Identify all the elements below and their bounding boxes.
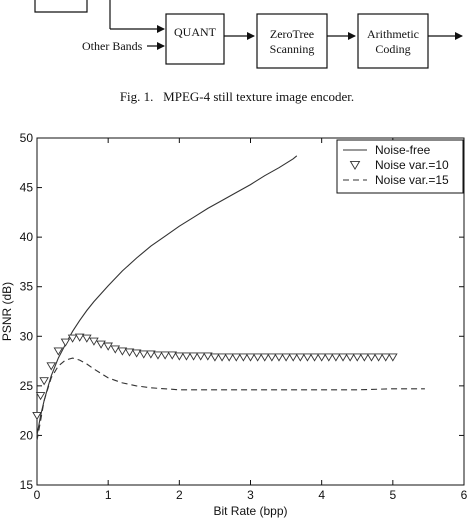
data-point-noise-var-10 [210, 353, 220, 362]
data-point-noise-var-10 [124, 348, 135, 357]
x-tick-label: 0 [34, 488, 41, 502]
y-tick-label: 40 [20, 230, 34, 244]
data-point-noise-var-10 [217, 353, 227, 362]
data-point-noise-var-10 [316, 353, 327, 362]
data-point-noise-var-10 [224, 353, 234, 362]
y-tick-label: 20 [20, 428, 34, 442]
x-tick-label: 1 [105, 488, 112, 502]
y-tick-label: 45 [20, 181, 34, 195]
x-tick-label: 4 [318, 488, 325, 502]
data-point-noise-var-10 [146, 350, 156, 359]
data-point-noise-var-10 [323, 353, 334, 362]
zerotree-block [256, 13, 328, 69]
data-point-noise-var-10 [245, 353, 256, 362]
data-point-noise-var-10 [96, 340, 106, 349]
data-point-noise-var-10 [32, 411, 42, 421]
legend-label: Noise var.=10 [375, 158, 449, 172]
clipped-block [34, 0, 88, 13]
data-point-noise-var-10 [388, 353, 398, 362]
data-point-noise-var-10 [345, 353, 355, 362]
data-point-noise-var-10 [281, 353, 291, 362]
quant-label: QUANT [174, 25, 217, 39]
data-point-noise-var-10 [252, 353, 263, 362]
data-point-noise-var-10 [181, 352, 192, 361]
y-tick-label: 50 [20, 131, 34, 145]
x-tick-label: 5 [389, 488, 396, 502]
data-point-noise-var-10 [167, 351, 178, 360]
data-point-noise-var-10 [288, 353, 298, 362]
x-tick-label: 6 [461, 488, 468, 502]
data-point-noise-var-10 [131, 349, 142, 358]
y-tick-label: 35 [20, 280, 34, 294]
data-point-noise-var-10 [267, 353, 277, 362]
data-point-noise-var-10 [82, 334, 92, 343]
data-point-noise-var-10 [53, 347, 64, 356]
data-point-noise-var-10 [153, 351, 163, 360]
legend-label: Noise var.=15 [375, 173, 449, 187]
data-point-noise-var-10 [74, 333, 85, 342]
x-axis-label: Bit Rate (bpp) [213, 504, 287, 518]
data-point-noise-var-10 [259, 353, 270, 362]
y-tick-label: 30 [20, 329, 34, 343]
data-point-noise-var-10 [352, 353, 363, 362]
y-axis-label: PSNR (dB) [0, 282, 14, 341]
data-point-noise-var-10 [295, 353, 306, 362]
series-line-noise-var-15 [36, 357, 425, 441]
data-point-noise-var-10 [188, 352, 199, 361]
data-point-noise-var-10 [60, 338, 71, 347]
figure-label: Fig. 1. [119, 89, 154, 104]
legend-swatch [349, 160, 361, 170]
other-bands-label: Other Bands [82, 39, 143, 53]
data-point-noise-var-10 [331, 353, 341, 362]
arithmetic-label-line2: Coding [375, 42, 410, 56]
data-point-noise-var-10 [195, 352, 206, 361]
data-point-noise-var-10 [231, 353, 242, 362]
series-line-noise-free [36, 155, 298, 436]
data-point-noise-var-10 [103, 342, 113, 351]
data-point-noise-var-10 [309, 353, 320, 362]
data-point-noise-var-10 [366, 353, 377, 362]
zerotree-label-line2: Scanning [270, 42, 315, 56]
data-point-noise-var-10 [138, 350, 149, 359]
data-point-noise-var-10 [67, 334, 78, 343]
x-tick-label: 3 [247, 488, 254, 502]
arithmetic-label-line1: Arithmetic [367, 27, 419, 41]
data-point-noise-var-10 [203, 352, 213, 361]
arithmetic-coding-block [357, 13, 429, 69]
data-point-noise-var-10 [46, 362, 57, 371]
data-point-noise-var-10 [89, 337, 99, 346]
encoder-block-diagram: Other Bands QUANT ZeroTree Scanning Arit… [34, 0, 463, 69]
quant-block [165, 13, 225, 65]
data-point-noise-var-10 [380, 353, 391, 362]
data-point-noise-var-10 [35, 392, 46, 401]
data-point-noise-var-10 [338, 353, 348, 362]
y-tick-label: 15 [20, 478, 34, 492]
data-point-noise-var-10 [160, 351, 170, 360]
zerotree-label-line1: ZeroTree [270, 27, 314, 41]
y-tick-label: 25 [20, 379, 34, 393]
data-point-noise-var-10 [110, 345, 121, 354]
data-point-noise-var-10 [174, 352, 185, 361]
data-point-noise-var-10 [238, 353, 249, 362]
data-point-noise-var-10 [39, 377, 49, 386]
figure-caption: Fig. 1. MPEG-4 still texture image encod… [0, 89, 474, 105]
data-point-noise-var-10 [274, 353, 284, 362]
data-point-noise-var-10 [302, 353, 313, 362]
data-point-noise-var-10 [373, 353, 384, 362]
legend-label: Noise-free [375, 143, 431, 157]
series-group [32, 155, 425, 441]
x-tick-label: 2 [176, 488, 183, 502]
figure-caption-text: MPEG-4 still texture image encoder. [163, 89, 355, 104]
legend-box [336, 139, 464, 194]
data-point-noise-var-10 [117, 347, 128, 356]
data-point-noise-var-10 [359, 353, 370, 362]
